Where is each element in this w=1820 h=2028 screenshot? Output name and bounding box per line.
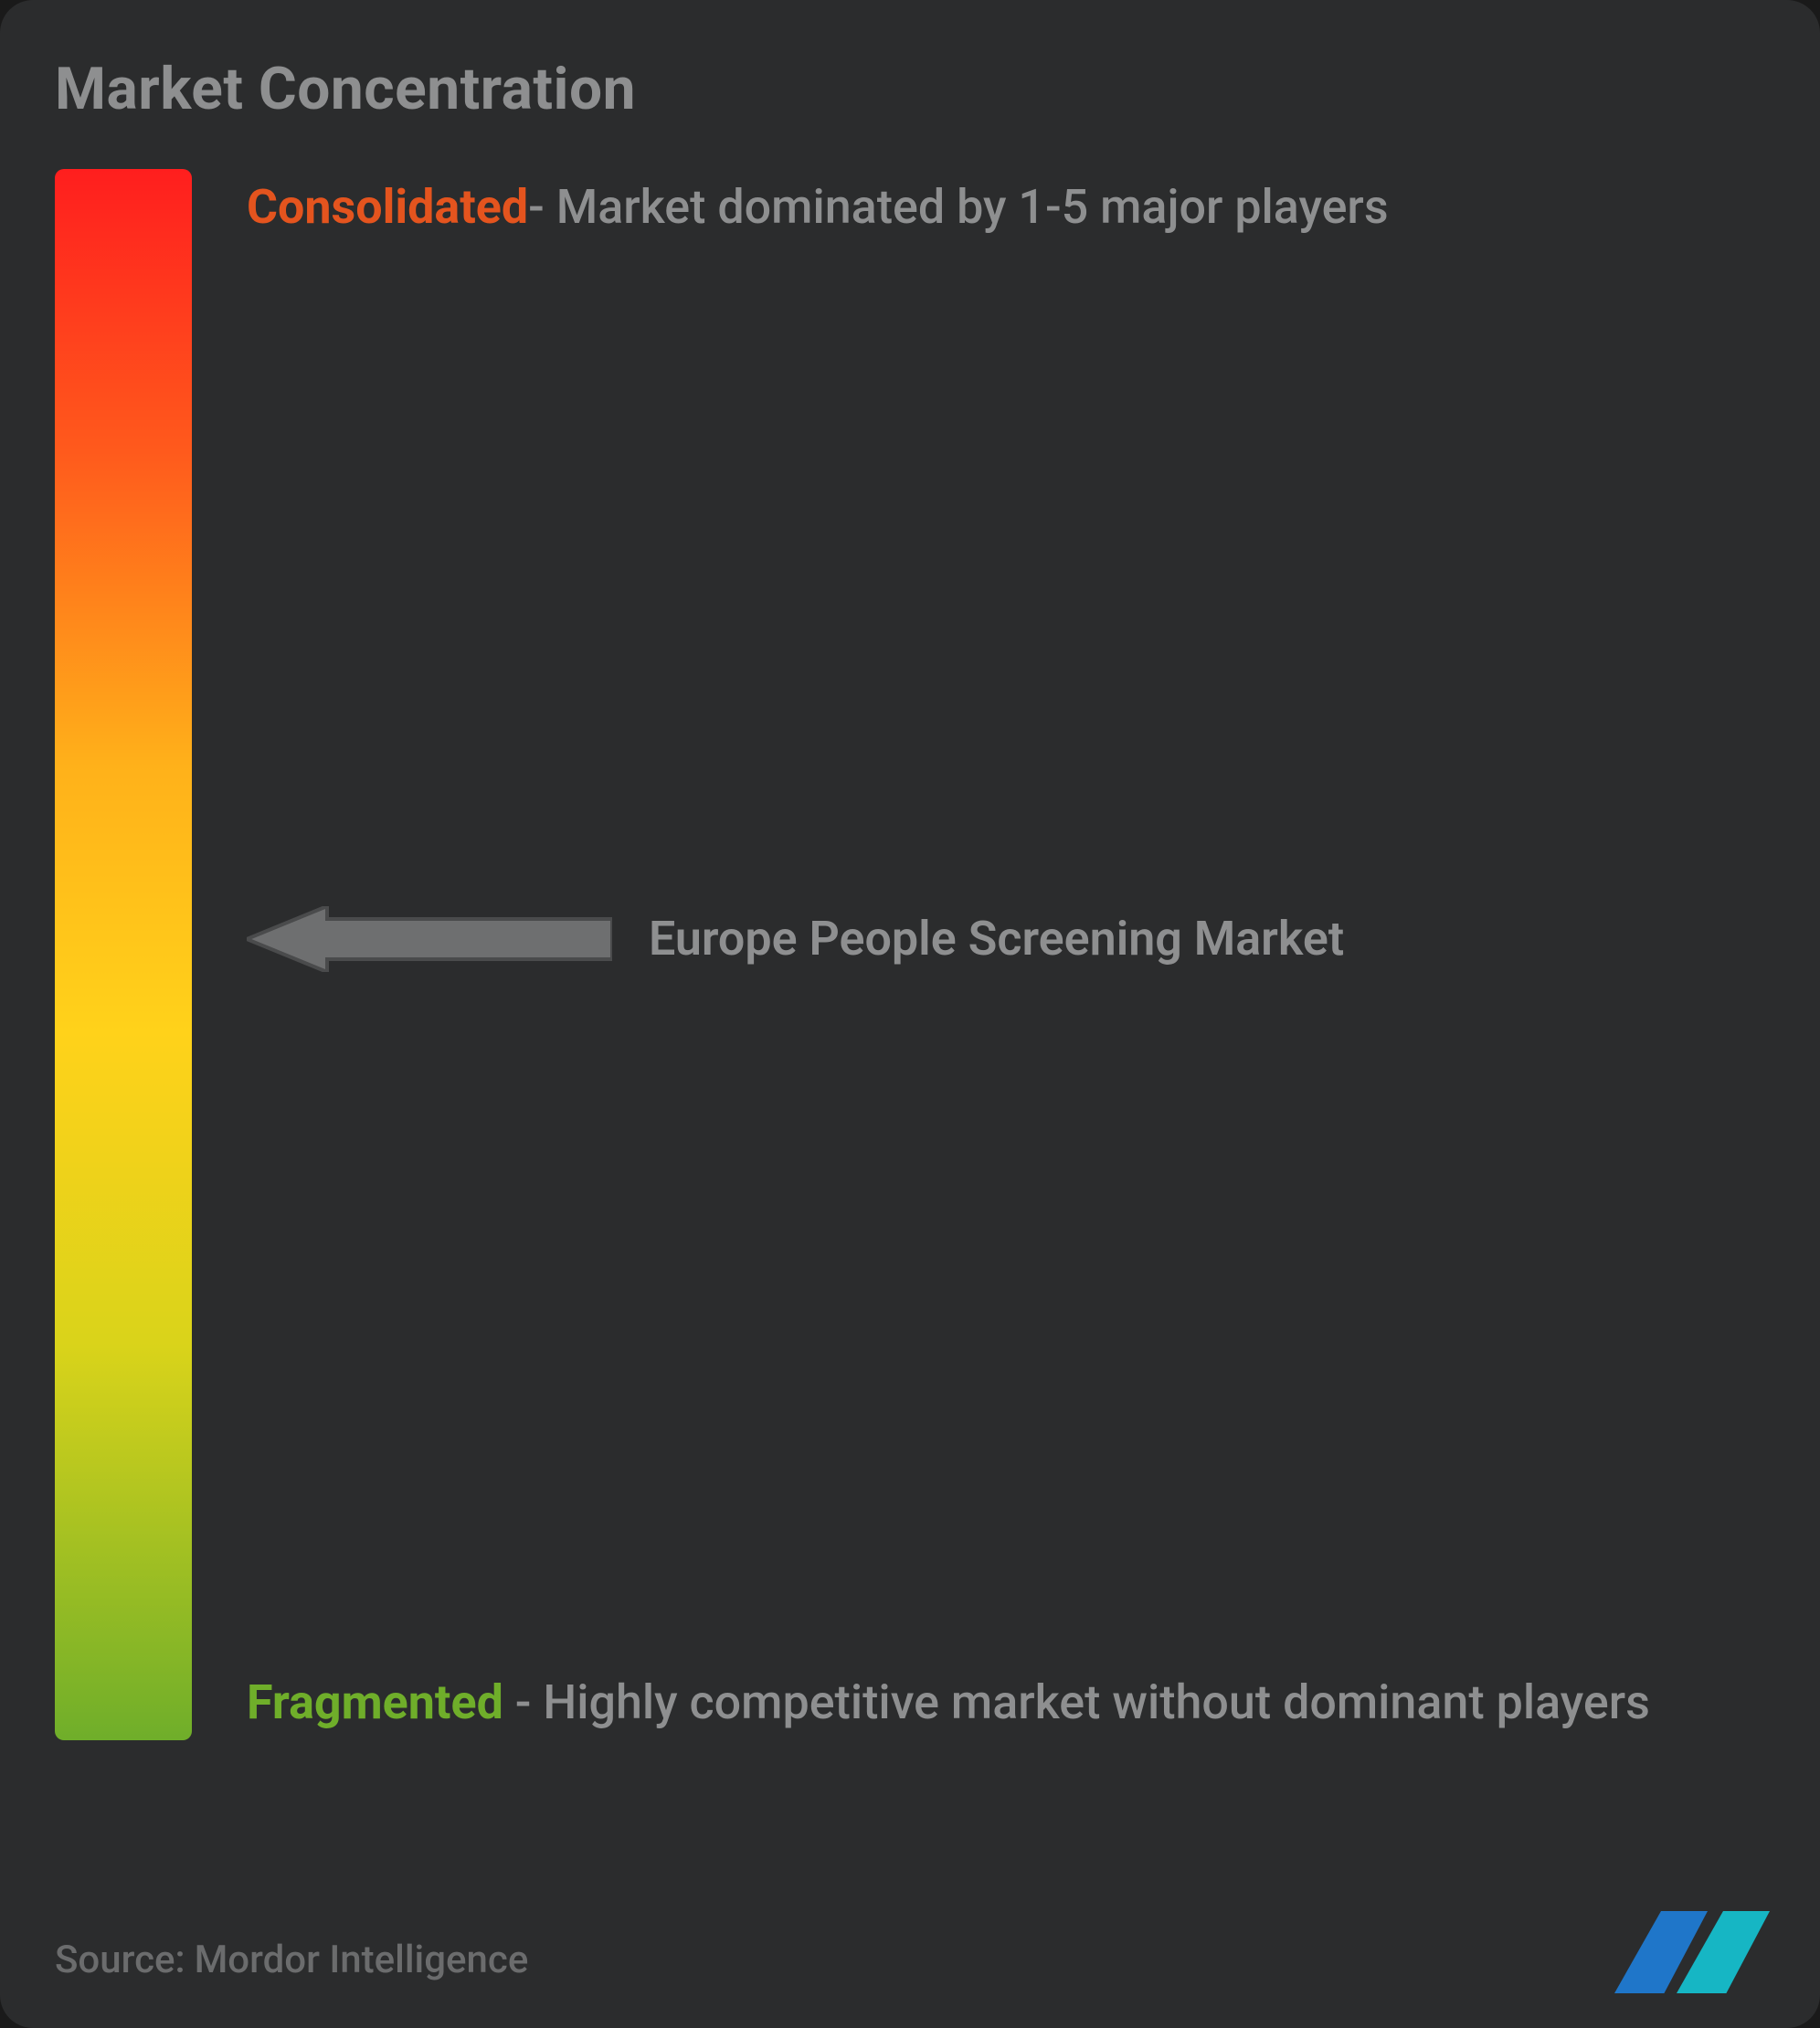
source-value: Mordor Intelligence bbox=[195, 1938, 529, 1982]
fragmented-label: Fragmented - Highly competitive market w… bbox=[247, 1664, 1729, 1740]
fragmented-rest: - Highly competitive market without domi… bbox=[503, 1674, 1650, 1730]
source-label: Source: bbox=[55, 1938, 185, 1982]
gradient-bar-wrap bbox=[55, 169, 192, 1740]
source-footer: Source: Mordor Intelligence bbox=[55, 1938, 528, 1982]
concentration-gradient-bar bbox=[55, 169, 192, 1740]
infographic-title: Market Concentration bbox=[55, 55, 1765, 123]
consolidated-rest: - Market dominated by 1-5 major players bbox=[528, 179, 1388, 235]
labels-column: Consolidated- Market dominated by 1-5 ma… bbox=[247, 169, 1765, 1740]
content-row: Consolidated- Market dominated by 1-5 ma… bbox=[55, 169, 1765, 1740]
pointer-arrow-icon bbox=[247, 906, 612, 972]
fragmented-bold: Fragmented bbox=[247, 1674, 503, 1730]
market-pointer-row: Europe People Screening Market bbox=[247, 906, 1729, 972]
infographic-card: Market Concentration Consolidated- Marke… bbox=[0, 0, 1820, 2028]
consolidated-bold: Consolidated bbox=[247, 179, 528, 235]
market-pointer-label: Europe People Screening Market bbox=[649, 911, 1344, 966]
brand-logo-icon bbox=[1614, 1911, 1770, 1993]
consolidated-label: Consolidated- Market dominated by 1-5 ma… bbox=[247, 169, 1729, 245]
